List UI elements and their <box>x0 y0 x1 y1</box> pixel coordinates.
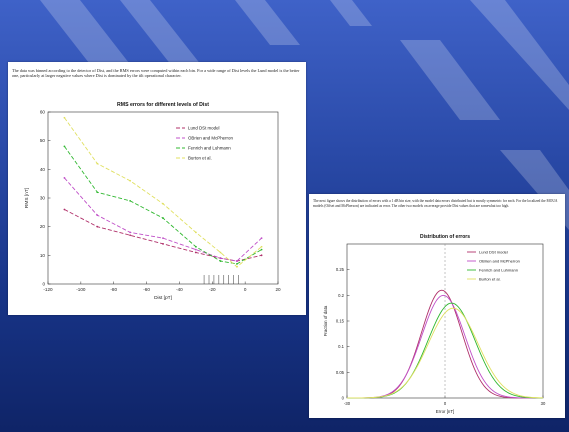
data-point <box>260 237 263 240</box>
data-point <box>63 116 66 119</box>
x-tick-label: 20 <box>275 287 281 292</box>
y-axis-label: RMS [nT] <box>24 188 30 208</box>
data-point <box>129 231 132 234</box>
data-point <box>96 214 99 217</box>
legend-entry: OBrien and McPherron <box>188 136 233 141</box>
y-tick-label: 0.15 <box>336 319 345 324</box>
legend-entry: Burton et al. <box>479 277 501 282</box>
data-point <box>162 217 164 219</box>
y-axis-label: Fraction of data <box>323 305 328 336</box>
y-tick-label: 40 <box>40 167 46 172</box>
stripe-2 <box>235 0 300 45</box>
series-line-0 <box>64 209 262 262</box>
data-point <box>219 251 222 254</box>
y-tick-label: 60 <box>40 110 46 115</box>
data-point <box>236 265 238 268</box>
y-tick-label: 0.2 <box>338 293 344 298</box>
x-tick-label: -20 <box>209 287 216 292</box>
data-point <box>129 199 132 202</box>
chart-title: Distribution of errors <box>420 234 470 240</box>
x-tick-label: 0 <box>444 401 447 406</box>
data-point <box>162 202 164 205</box>
data-point <box>219 260 222 262</box>
legend-entry: Fenrich and Luhmann <box>188 146 231 151</box>
legend-entry: OBrien and McPherron <box>479 259 520 264</box>
data-point <box>260 245 263 248</box>
y-tick-label: 0 <box>342 396 345 401</box>
data-point <box>96 162 99 165</box>
data-point <box>194 251 197 254</box>
x-tick-label: 0 <box>244 287 247 292</box>
data-point <box>219 257 222 260</box>
stripe-4 <box>400 40 500 120</box>
data-point <box>63 145 66 148</box>
data-point <box>260 248 263 251</box>
x-tick-label: -100 <box>76 287 86 292</box>
y-tick-label: 10 <box>40 253 46 258</box>
y-tick-label: 0.25 <box>336 267 345 272</box>
rms-figure-caption: The data was binned according to the det… <box>12 68 300 78</box>
legend-entry: Fenrich and Luhmann <box>479 268 518 273</box>
x-axis-label: Error [nT] <box>436 409 455 414</box>
legend-entry: Lund DSt model <box>479 250 508 255</box>
x-axis-label: Dist [pT] <box>154 295 172 301</box>
distribution-figure-caption: The next figure shows the distribution o… <box>313 199 558 208</box>
x-tick-label: -30 <box>344 401 351 406</box>
y-tick-label: 0 <box>42 282 45 287</box>
series-line-3 <box>64 117 262 268</box>
rms-figure-panel: The data was binned according to the det… <box>8 62 306 315</box>
data-point <box>162 237 164 240</box>
legend-entry: Lund DSt model <box>188 126 220 131</box>
data-point <box>194 231 197 234</box>
stripe-5 <box>470 0 569 110</box>
legend-entry: Burton et al. <box>188 156 212 161</box>
series-curve-3 <box>346 307 544 399</box>
data-point <box>96 225 99 228</box>
x-tick-label: -60 <box>143 287 150 292</box>
distribution-figure-panel: The next figure shows the distribution o… <box>309 194 565 418</box>
error-distribution-chart: Distribution of errors-30 0 3000.050.10.15… <box>323 234 546 414</box>
data-point <box>63 177 66 179</box>
data-point <box>236 263 238 265</box>
x-tick-label: 30 <box>541 401 546 406</box>
chart-title: RMS errors for different levels of Dist <box>117 102 209 108</box>
x-tick-label: -80 <box>110 287 117 292</box>
stripe-3 <box>330 0 372 26</box>
y-tick-label: 0.05 <box>336 370 345 375</box>
data-point <box>129 179 132 182</box>
data-point <box>129 234 132 237</box>
data-point <box>194 248 197 251</box>
x-tick-label: -40 <box>176 287 183 292</box>
y-tick-label: 30 <box>40 196 46 201</box>
x-tick-label: -120 <box>43 287 53 292</box>
series-line-2 <box>64 146 262 265</box>
y-tick-label: 0.1 <box>338 344 344 349</box>
stripe-1 <box>120 0 205 70</box>
data-point <box>236 260 238 262</box>
rms-errors-chart: RMS errors for different levels of Dist -… <box>24 102 281 301</box>
y-tick-label: 50 <box>40 138 46 143</box>
series-curve-1 <box>346 294 544 399</box>
y-tick-label: 20 <box>40 224 46 229</box>
data-point <box>194 245 197 248</box>
data-point <box>162 242 164 245</box>
data-point <box>96 191 99 194</box>
data-point <box>63 208 66 211</box>
data-point <box>260 254 263 257</box>
series-line-1 <box>64 177 262 262</box>
